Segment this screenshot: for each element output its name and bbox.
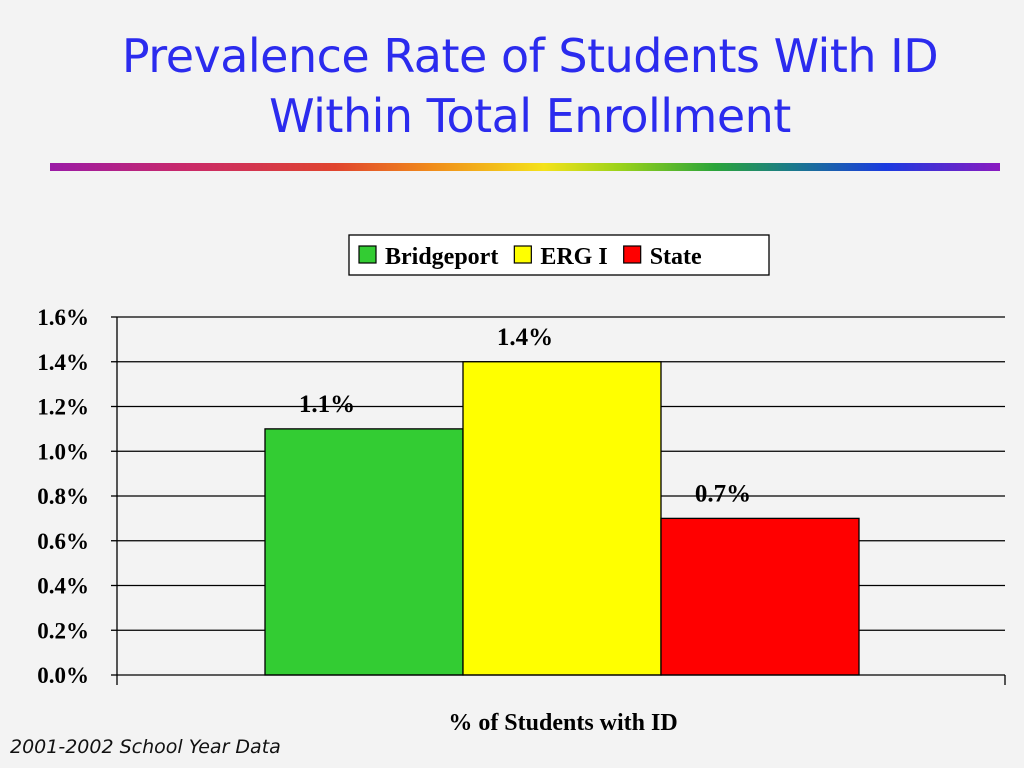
legend-entry: ERG I bbox=[540, 244, 607, 270]
y-tick-label: 1.0% bbox=[37, 439, 89, 464]
title-line-2: Within Total Enrollment bbox=[269, 89, 791, 143]
title-line-1: Prevalence Rate of Students With ID bbox=[121, 29, 939, 83]
data-label: 0.7% bbox=[695, 480, 751, 507]
legend-box bbox=[348, 234, 770, 276]
y-tick-label: 0.0% bbox=[37, 663, 89, 688]
y-tick-label: 0.6% bbox=[37, 529, 89, 554]
y-tick-label: 1.6% bbox=[37, 305, 89, 330]
title-divider bbox=[50, 163, 1000, 171]
legend: Bridgeport ERG I State bbox=[348, 234, 770, 276]
footer-note: 2001-2002 School Year Data bbox=[10, 736, 281, 758]
legend-swatch bbox=[623, 245, 642, 264]
bar-bridgeport bbox=[264, 428, 464, 676]
y-tick-label: 0.4% bbox=[37, 574, 89, 599]
bar-erg-i bbox=[462, 361, 662, 676]
axes: 0.0% 0.2% 0.4% 0.6% 0.8% 1.0% 1.2% 1.4% 1.6% bbox=[37, 305, 1006, 688]
bar-state bbox=[660, 517, 860, 676]
data-label: 1.1% bbox=[299, 391, 355, 418]
legend-entry: State bbox=[650, 244, 702, 270]
slide-title: Prevalence Rate of Students With ID With… bbox=[40, 26, 1020, 146]
y-tick-label: 0.8% bbox=[37, 484, 89, 509]
data-label: 1.4% bbox=[497, 324, 553, 351]
y-tick-label: 1.2% bbox=[37, 395, 89, 420]
x-axis-label: % of Students with ID bbox=[448, 710, 677, 736]
y-tick-label: 0.2% bbox=[37, 618, 89, 643]
y-tick-label: 1.4% bbox=[37, 350, 89, 375]
legend-entry: Bridgeport bbox=[385, 244, 498, 270]
legend-swatch bbox=[358, 245, 377, 264]
data-labels: 1.1% 1.4% 0.7% bbox=[299, 324, 751, 508]
legend-swatch bbox=[513, 245, 532, 264]
